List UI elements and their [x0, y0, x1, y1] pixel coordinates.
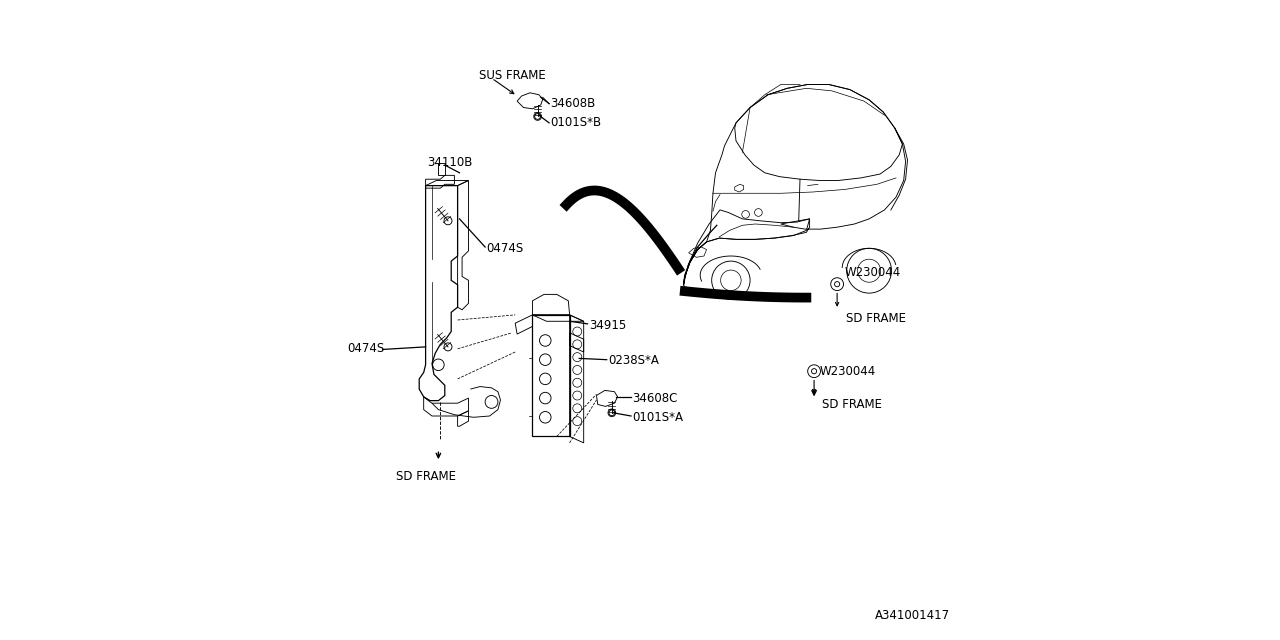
- Text: 34608B: 34608B: [550, 97, 595, 110]
- Text: 0101S*B: 0101S*B: [550, 116, 602, 129]
- Text: SUS FRAME: SUS FRAME: [479, 69, 545, 82]
- Text: 0474S: 0474S: [486, 242, 524, 255]
- Text: 0238S*A: 0238S*A: [608, 355, 659, 367]
- Text: W230044: W230044: [819, 365, 876, 378]
- Text: SD FRAME: SD FRAME: [396, 470, 456, 483]
- Text: SD FRAME: SD FRAME: [822, 398, 882, 411]
- Text: 34915: 34915: [589, 319, 626, 332]
- Text: A341001417: A341001417: [876, 609, 950, 622]
- Text: 0474S: 0474S: [347, 342, 384, 355]
- Text: 34608C: 34608C: [632, 392, 677, 404]
- Text: W230044: W230044: [845, 266, 901, 278]
- Text: 0101S*A: 0101S*A: [632, 411, 684, 424]
- Text: SD FRAME: SD FRAME: [846, 312, 906, 325]
- Text: 34110B: 34110B: [428, 156, 472, 169]
